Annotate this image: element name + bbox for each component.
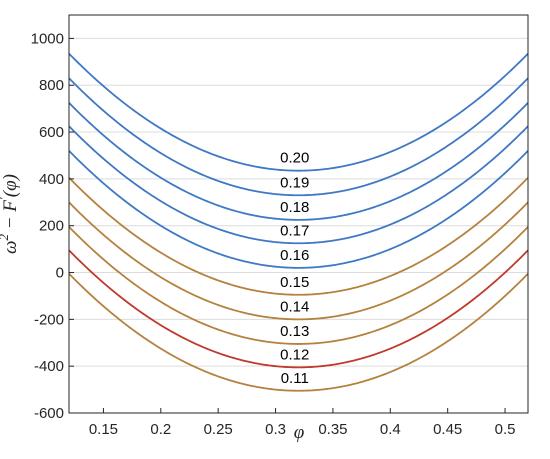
series-line-0.17 <box>69 125 528 245</box>
series-label-0.16: 0.16 <box>280 247 309 264</box>
y-tick-label: -200 <box>34 311 64 328</box>
y-tick-label: 0 <box>56 265 64 282</box>
series-line-0.20 <box>69 52 528 172</box>
series-line-0.16 <box>69 150 528 269</box>
series-label-0.18: 0.18 <box>280 199 309 216</box>
y-tick-label: 200 <box>39 218 64 235</box>
y-tick-label: -600 <box>34 405 64 422</box>
x-tick-label: 0.5 <box>495 421 516 438</box>
x-tick-label: 0.4 <box>380 421 401 438</box>
series-label-0.17: 0.17 <box>280 222 309 239</box>
y-tick-label: 400 <box>39 171 64 188</box>
x-tick-label: 0.2 <box>150 421 171 438</box>
series-line-0.15 <box>69 177 528 296</box>
curves <box>69 52 528 392</box>
x-tick-label: 0.15 <box>89 421 118 438</box>
y-tick-label: 1000 <box>31 30 64 47</box>
series-label-0.11: 0.11 <box>281 370 309 387</box>
x-tick-label: 0.35 <box>318 421 347 438</box>
y-axis-label-base: ω <box>0 241 21 254</box>
series-line-0.14 <box>69 201 528 321</box>
series-label-0.13: 0.13 <box>280 323 309 340</box>
series-line-0.18 <box>69 102 528 221</box>
y-axis-label-minus: − <box>0 212 21 234</box>
y-axis-label: ω2 − F′(φ) <box>0 174 21 254</box>
series-label-0.14: 0.14 <box>280 298 309 315</box>
y-axis-ticks: -600 -400 -200 0 200 400 600 800 1000 <box>31 30 74 422</box>
series-line-0.19 <box>69 77 528 197</box>
curve-labels: 0.11 0.12 0.13 0.14 0.15 0.16 0.17 0.18 0.19 0.20 <box>280 150 309 387</box>
grid-lines <box>69 37 528 414</box>
series-label-0.20: 0.20 <box>280 150 309 167</box>
y-tick-label: 600 <box>39 124 64 141</box>
x-axis-ticks: 0.15 0.2 0.25 0.3 0.35 0.4 0.45 0.5 <box>89 408 516 438</box>
y-axis-label-exponent: 2 <box>0 234 11 241</box>
y-tick-label: -400 <box>34 358 64 375</box>
series-label-0.19: 0.19 <box>280 174 309 191</box>
y-axis-label-argument: (φ) <box>0 174 21 197</box>
series-line-0.13 <box>69 226 528 345</box>
y-axis-label-prime: ′ <box>0 197 11 200</box>
series-label-0.12: 0.12 <box>280 346 309 363</box>
y-axis-label-function: F <box>0 200 21 213</box>
x-tick-label: 0.25 <box>204 421 233 438</box>
x-axis-label: φ <box>294 422 305 443</box>
series-label-0.15: 0.15 <box>280 274 309 291</box>
plot-frame <box>68 14 529 414</box>
series-line-0.12 <box>69 249 528 369</box>
y-tick-label: 800 <box>39 77 64 94</box>
series-line-0.11 <box>69 273 528 392</box>
x-tick-label: 0.3 <box>265 421 286 438</box>
x-tick-label: 0.45 <box>433 421 462 438</box>
